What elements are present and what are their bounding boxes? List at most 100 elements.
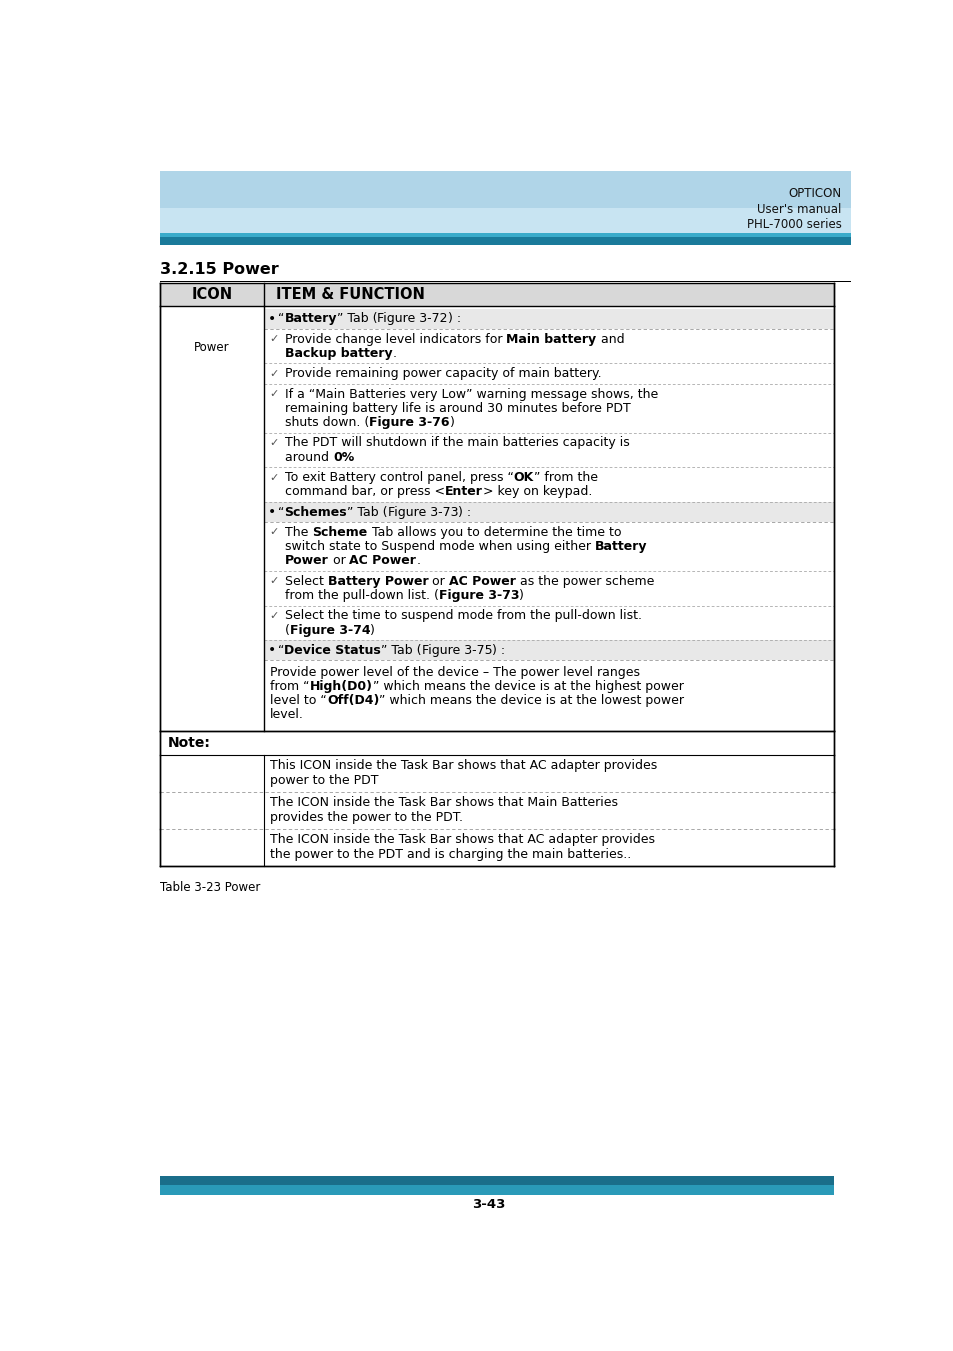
Bar xyxy=(159,236,850,246)
Text: •: • xyxy=(268,312,275,326)
Text: or: or xyxy=(428,574,449,588)
Text: power to the PDT: power to the PDT xyxy=(270,774,378,786)
Text: ” Tab (: ” Tab ( xyxy=(381,644,421,657)
Text: Power: Power xyxy=(285,554,329,567)
Text: ) :: ) : xyxy=(457,505,471,519)
Text: or: or xyxy=(329,554,349,567)
Bar xyxy=(159,282,833,307)
Text: Power: Power xyxy=(193,340,230,354)
Text: “: “ xyxy=(277,312,284,326)
Text: ✓: ✓ xyxy=(269,369,278,378)
Text: ) :: ) : xyxy=(492,644,505,657)
Text: as the power scheme: as the power scheme xyxy=(516,574,654,588)
Text: 3-43: 3-43 xyxy=(472,1198,505,1210)
Text: Provide remaining power capacity of main battery.: Provide remaining power capacity of main… xyxy=(285,367,601,380)
Text: Figure 3-73: Figure 3-73 xyxy=(387,505,457,519)
Text: To exit Battery control panel, press “: To exit Battery control panel, press “ xyxy=(285,471,514,484)
Text: Device Status: Device Status xyxy=(284,644,381,657)
Text: Note:: Note: xyxy=(167,736,210,750)
Text: ): ) xyxy=(518,589,524,603)
Text: command bar, or press <: command bar, or press < xyxy=(285,485,444,499)
Text: ICON: ICON xyxy=(191,286,233,301)
Text: (: ( xyxy=(285,624,290,636)
Text: 3.2.15 Power: 3.2.15 Power xyxy=(159,262,278,277)
Bar xyxy=(159,1185,833,1194)
Text: ” Tab (: ” Tab ( xyxy=(336,312,377,326)
Text: High(D0): High(D0) xyxy=(310,680,373,693)
Bar xyxy=(159,208,850,236)
Text: ” which means the device is at the highest power: ” which means the device is at the highe… xyxy=(373,680,683,693)
Text: ✓: ✓ xyxy=(269,438,278,449)
Text: from “: from “ xyxy=(270,680,310,693)
Text: and: and xyxy=(596,332,623,346)
Text: The: The xyxy=(285,526,312,539)
Text: ✓: ✓ xyxy=(269,473,278,482)
Bar xyxy=(264,640,833,661)
Text: OPTICON: OPTICON xyxy=(787,186,841,200)
Text: ✓: ✓ xyxy=(269,389,278,399)
Text: This ICON inside the Task Bar shows that AC adapter provides: This ICON inside the Task Bar shows that… xyxy=(270,759,657,773)
Text: AC Power: AC Power xyxy=(349,554,416,567)
Text: level to “: level to “ xyxy=(270,694,327,707)
Text: level.: level. xyxy=(270,708,304,721)
Text: Tab allows you to determine the time to: Tab allows you to determine the time to xyxy=(367,526,620,539)
Text: Battery: Battery xyxy=(595,540,647,553)
Text: Provide power level of the device – The power level ranges: Provide power level of the device – The … xyxy=(270,666,639,678)
Text: Backup battery: Backup battery xyxy=(285,347,393,359)
Text: OK: OK xyxy=(514,471,534,484)
Text: ✓: ✓ xyxy=(269,527,278,538)
Text: switch state to Suspend mode when using either: switch state to Suspend mode when using … xyxy=(285,540,595,553)
Bar xyxy=(264,503,833,521)
Text: Table 3-23 Power: Table 3-23 Power xyxy=(159,881,259,894)
Text: Figure 3-73: Figure 3-73 xyxy=(438,589,518,603)
Text: The ICON inside the Task Bar shows that Main Batteries: The ICON inside the Task Bar shows that … xyxy=(270,797,618,809)
Text: AC Power: AC Power xyxy=(449,574,516,588)
Text: Battery Power: Battery Power xyxy=(328,574,428,588)
Text: .: . xyxy=(393,347,396,359)
Text: •: • xyxy=(268,505,275,519)
Text: User's manual: User's manual xyxy=(757,203,841,216)
Text: Figure 3-75: Figure 3-75 xyxy=(421,644,492,657)
Text: “: “ xyxy=(277,505,284,519)
Text: remaining battery life is around 30 minutes before PDT: remaining battery life is around 30 minu… xyxy=(285,401,630,415)
Text: Figure 3-76: Figure 3-76 xyxy=(369,416,449,430)
Text: “: “ xyxy=(277,644,284,657)
Text: Figure 3-72: Figure 3-72 xyxy=(377,312,447,326)
Text: PHL-7000 series: PHL-7000 series xyxy=(746,219,841,231)
Text: ) :: ) : xyxy=(447,312,460,326)
Text: around: around xyxy=(285,451,333,463)
Text: ITEM & FUNCTION: ITEM & FUNCTION xyxy=(275,286,424,301)
Text: ): ) xyxy=(449,416,455,430)
Bar xyxy=(159,731,833,755)
Text: ✓: ✓ xyxy=(269,576,278,586)
Text: Select: Select xyxy=(285,574,328,588)
Text: Scheme: Scheme xyxy=(312,526,367,539)
Text: Off(D4): Off(D4) xyxy=(327,694,379,707)
Text: ✓: ✓ xyxy=(269,334,278,345)
Text: The PDT will shutdown if the main batteries capacity is: The PDT will shutdown if the main batter… xyxy=(285,436,629,450)
Text: Figure 3-74: Figure 3-74 xyxy=(290,624,370,636)
Text: shuts down. (: shuts down. ( xyxy=(285,416,369,430)
Text: provides the power to the PDT.: provides the power to the PDT. xyxy=(270,811,463,824)
Text: If a “Main Batteries very Low” warning message shows, the: If a “Main Batteries very Low” warning m… xyxy=(285,388,658,401)
Text: Enter: Enter xyxy=(444,485,482,499)
Text: Battery: Battery xyxy=(284,312,336,326)
Text: .: . xyxy=(416,554,420,567)
Text: the power to the PDT and is charging the main batteries..: the power to the PDT and is charging the… xyxy=(270,847,631,861)
Text: ” from the: ” from the xyxy=(534,471,598,484)
Bar xyxy=(159,172,850,208)
Text: Main battery: Main battery xyxy=(506,332,596,346)
Text: from the pull-down list. (: from the pull-down list. ( xyxy=(285,589,438,603)
Bar xyxy=(159,232,850,236)
Text: ” which means the device is at the lowest power: ” which means the device is at the lowes… xyxy=(379,694,683,707)
Bar xyxy=(264,309,833,328)
Text: Schemes: Schemes xyxy=(284,505,347,519)
Bar xyxy=(159,1177,833,1185)
Text: 0%: 0% xyxy=(333,451,354,463)
Text: ): ) xyxy=(370,624,375,636)
Text: •: • xyxy=(268,643,275,658)
Text: ✓: ✓ xyxy=(269,611,278,621)
Text: Provide change level indicators for: Provide change level indicators for xyxy=(285,332,506,346)
Text: > key on keypad.: > key on keypad. xyxy=(482,485,592,499)
Text: ” Tab (: ” Tab ( xyxy=(347,505,387,519)
